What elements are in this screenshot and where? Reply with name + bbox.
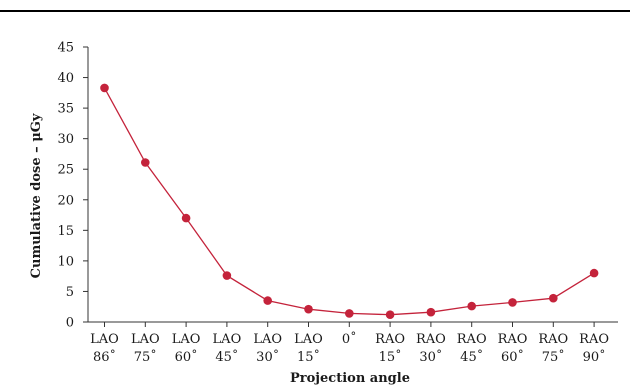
y-axis-title: Cumulative dose – μGy [29,113,44,278]
data-point [426,307,436,317]
x-axis-title: Projection angle [290,371,410,386]
x-tick-label-line2: 30˚ [419,349,442,365]
x-tick-label: LAO [213,332,242,347]
axes [83,46,618,327]
data-point [100,83,109,93]
x-tick-label: LAO [253,332,282,347]
y-tick-label: 40 [57,71,74,86]
data-point [589,268,599,278]
data-point [263,296,273,305]
x-tick-label-line2: 75˚ [134,349,157,365]
x-tick-label-line2: 45˚ [460,349,483,365]
data-point [141,158,150,167]
series-line [103,87,595,316]
x-tick-label: LAO [90,332,119,347]
x-tick-label-line2: 60˚ [175,349,198,365]
data-point [181,213,191,223]
data-point [549,293,558,303]
y-tick-label: 25 [57,163,74,178]
y-tick-label: 15 [57,224,74,239]
x-tick-label: LAO [294,332,323,347]
x-tick-label-line2: 15˚ [297,349,320,365]
x-tick-labels: LAO 86˚ LAO 75˚ LAO 60˚ LAO 45˚ LAO 30˚ LAO 15˚ 0˚ RA… [90,331,609,365]
data-point [508,298,517,307]
x-tick-label: 0˚ [342,331,357,347]
x-tick-label: RAO [416,332,446,347]
y-tick-label: 10 [57,254,74,269]
x-tick-label-line2: 75˚ [542,349,565,365]
x-tick-label-line2: 86˚ [93,349,116,365]
x-tick-label-line2: 30˚ [256,349,279,365]
x-tick-label: LAO [172,332,201,347]
x-tick-label: LAO [131,332,160,347]
y-tick-label: 45 [57,41,74,56]
y-tick-label: 0 [66,316,74,331]
x-tick-label-line2: 60˚ [501,349,524,365]
x-tick-label: RAO [498,332,528,347]
x-tick-label: RAO [457,332,487,347]
x-tick-label: RAO [538,332,568,347]
data-point [345,309,354,318]
x-tick-label: RAO [375,332,405,347]
x-tick-label-line2: 15˚ [379,349,402,365]
data-point [467,301,477,311]
x-tick-label-line2: 90˚ [583,349,606,365]
data-point [304,304,313,314]
y-tick-labels: 0 5 10 15 20 25 30 35 40 45 [57,41,74,331]
y-tick-label: 35 [57,102,74,117]
data-points [100,83,599,319]
y-tick-label: 20 [57,193,74,208]
y-tick-label: 5 [66,285,74,300]
y-tick-label: 30 [57,132,74,147]
x-tick-label: RAO [579,332,609,347]
x-tick-label-line2: 45˚ [215,349,238,365]
data-point [385,310,395,319]
data-point [222,271,232,280]
